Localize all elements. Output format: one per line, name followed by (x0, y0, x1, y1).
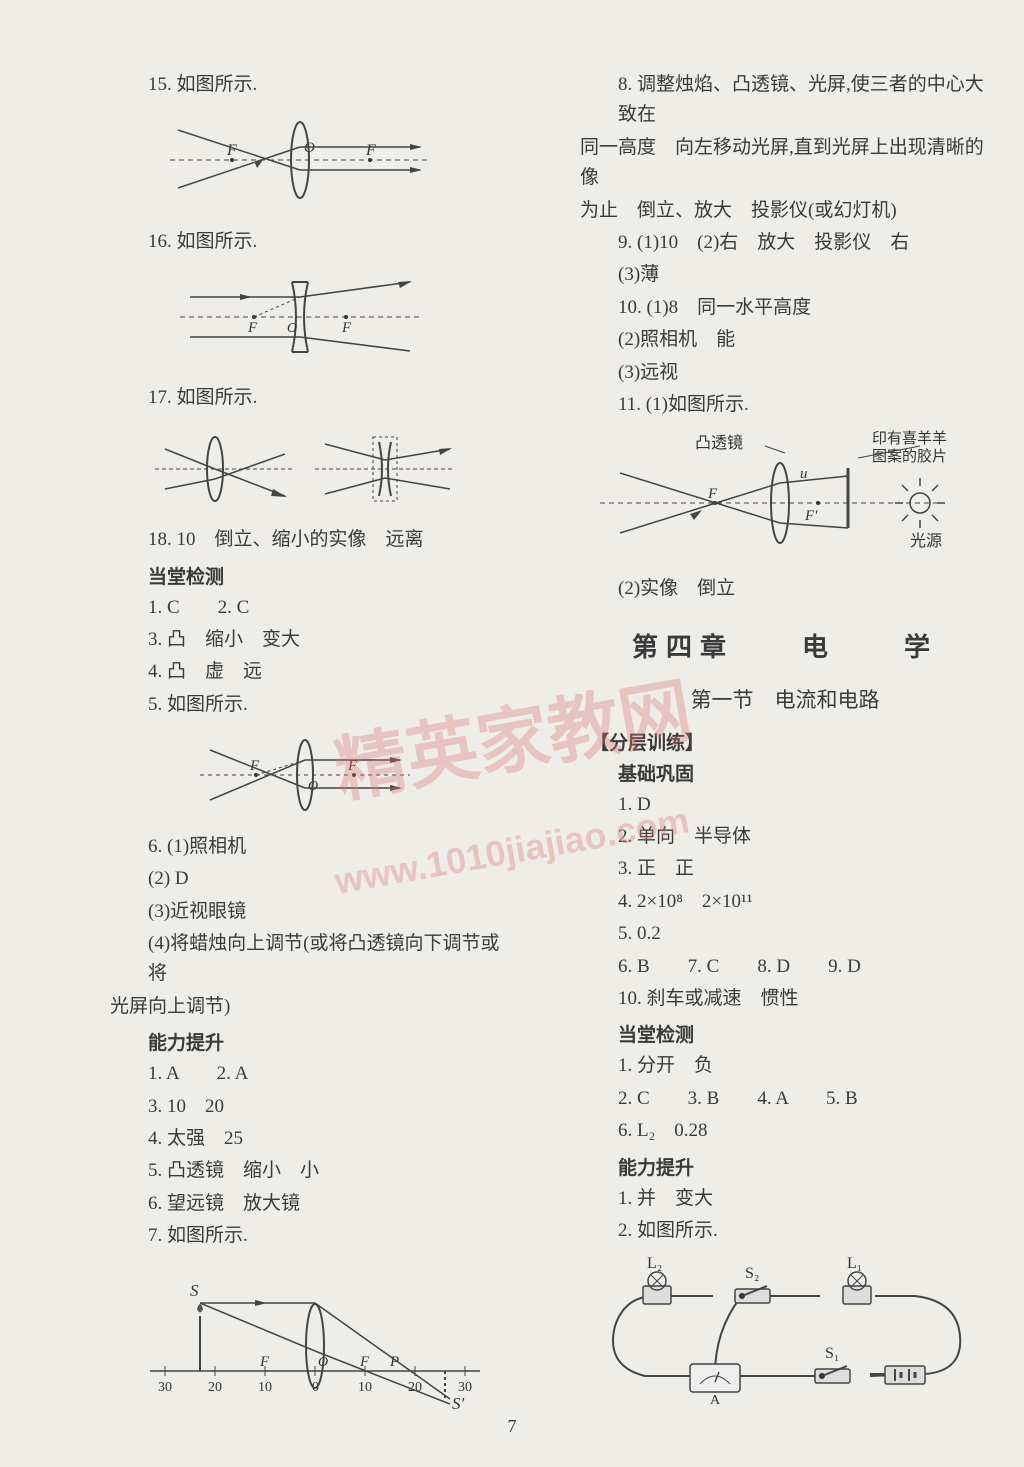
svg-text:图案的胶片: 图案的胶片 (872, 447, 947, 465)
svg-text:S': S' (452, 1394, 465, 1411)
diagram-11: 凸透镜 F u F' 印有喜羊羊 图案的胶片 (590, 428, 990, 568)
b4: 4. 2×10⁸ 2×10¹¹ (580, 887, 990, 917)
svg-text:S₂: S₂ (745, 1265, 759, 1282)
t3: 3. 凸 缩小 变大 (110, 625, 500, 655)
svg-text:F: F (707, 486, 718, 502)
svg-text:20: 20 (208, 1380, 222, 1395)
u7: 7. 如图所示. (110, 1221, 500, 1251)
q9-3: (3)薄 (580, 260, 990, 290)
q17: 17. 如图所示. (110, 383, 500, 413)
t5: 5. 如图所示. (110, 690, 500, 720)
svg-text:F: F (226, 142, 237, 159)
svg-text:10: 10 (358, 1380, 372, 1395)
svg-text:S: S (190, 1281, 199, 1300)
diagram-5: F O F (190, 730, 420, 824)
svg-text:光源: 光源 (910, 532, 942, 550)
rt1: 1. 分开 负 (580, 1051, 990, 1081)
ru2: 2. 如图所示. (580, 1216, 990, 1246)
rt6: 6. L₂ 0.28 (580, 1116, 990, 1146)
b6: 6. B 7. C 8. D 9. D (580, 952, 990, 982)
chapter-title: 第四章 电 学 (580, 627, 990, 664)
q8c: 为止 倒立、放大 投影仪(或幻灯机) (580, 196, 990, 226)
svg-text:10: 10 (258, 1380, 272, 1395)
svg-text:O: O (304, 140, 315, 156)
diagram-15: F O F (160, 110, 440, 218)
u1: 1. A 2. A (110, 1059, 500, 1089)
q11-2: (2)实像 倒立 (580, 574, 990, 604)
svg-text:S₁: S₁ (825, 1345, 839, 1362)
svg-text:30: 30 (158, 1380, 172, 1395)
q9-1: 9. (1)10 (2)右 放大 投影仪 右 (580, 228, 990, 258)
r-section-test: 当堂检测 (580, 1020, 990, 1047)
q16: 16. 如图所示. (110, 227, 500, 257)
b1: 1. D (580, 790, 990, 820)
q18: 18. 10 倒立、缩小的实像 远离 (110, 525, 500, 555)
training-header: 【分层训练】 (580, 728, 990, 755)
svg-text:A: A (710, 1393, 721, 1408)
t4: 4. 凸 虚 远 (110, 657, 500, 687)
svg-text:30: 30 (458, 1380, 472, 1395)
q15: 15. 如图所示. (110, 70, 500, 100)
left-column: 15. 如图所示. F O F 16. 如图所示. (110, 70, 500, 1427)
ru1: 1. 并 变大 (580, 1184, 990, 1214)
t1: 1. C 2. C (110, 593, 500, 623)
svg-text:O: O (308, 779, 318, 794)
section-test-header: 当堂检测 (110, 562, 500, 589)
q10-2: (2)照相机 能 (580, 325, 990, 355)
svg-text:F: F (259, 1354, 270, 1370)
t6-1: 6. (1)照相机 (110, 832, 500, 862)
q10-1: 10. (1)8 同一水平高度 (580, 293, 990, 323)
b5: 5. 0.2 (580, 919, 990, 949)
basic-header: 基础巩固 (580, 759, 990, 786)
section-up-header: 能力提升 (110, 1028, 500, 1055)
u3: 3. 10 20 (110, 1092, 500, 1122)
right-column: 8. 调整烛焰、凸透镜、光屏,使三者的中心大致在 同一高度 向左移动光屏,直到光… (580, 70, 990, 1427)
r-section-up: 能力提升 (580, 1153, 990, 1180)
diagram-7: 30 20 10 0 10 20 30 F O F (130, 1261, 500, 1419)
svg-text:F: F (341, 320, 352, 336)
svg-text:F': F' (804, 508, 818, 524)
u5: 5. 凸透镜 缩小 小 (110, 1156, 500, 1186)
q8a: 8. 调整烛焰、凸透镜、光屏,使三者的中心大致在 (580, 70, 990, 131)
b10: 10. 刹车或减速 惯性 (580, 984, 990, 1014)
svg-text:凸透镜: 凸透镜 (695, 433, 743, 452)
svg-text:F: F (365, 142, 376, 159)
svg-text:O: O (318, 1355, 328, 1370)
svg-text:L₁: L₁ (847, 1256, 862, 1272)
page-number: 7 (508, 1416, 517, 1437)
q8b: 同一高度 向左移动光屏,直到光屏上出现清晰的像 (580, 133, 990, 194)
b2: 2. 单向 半导体 (580, 822, 990, 852)
circuit-diagram: L₂ S₂ L₁ A S₁ (585, 1256, 990, 1416)
section-title: 第一节 电流和电路 (580, 684, 990, 714)
svg-text:F: F (247, 320, 258, 336)
t6-4b: 光屏向上调节) (110, 992, 500, 1022)
t6-2: (2) D (110, 864, 500, 894)
svg-text:L₂: L₂ (647, 1256, 662, 1272)
rt2: 2. C 3. B 4. A 5. B (580, 1084, 990, 1114)
diagram-17 (145, 424, 465, 518)
svg-text:O: O (287, 321, 297, 336)
svg-text:印有喜羊羊: 印有喜羊羊 (872, 430, 947, 447)
diagram-16: F O F (160, 267, 440, 375)
svg-text:F: F (359, 1354, 370, 1370)
b3: 3. 正 正 (580, 854, 990, 884)
t6-3: (3)近视眼镜 (110, 897, 500, 927)
q10-3: (3)远视 (580, 358, 990, 388)
u6: 6. 望远镜 放大镜 (110, 1189, 500, 1219)
t6-4a: (4)将蜡烛向上调节(或将凸透镜向下调节或将 (110, 929, 500, 990)
u4: 4. 太强 25 (110, 1124, 500, 1154)
q11-1: 11. (1)如图所示. (580, 390, 990, 420)
